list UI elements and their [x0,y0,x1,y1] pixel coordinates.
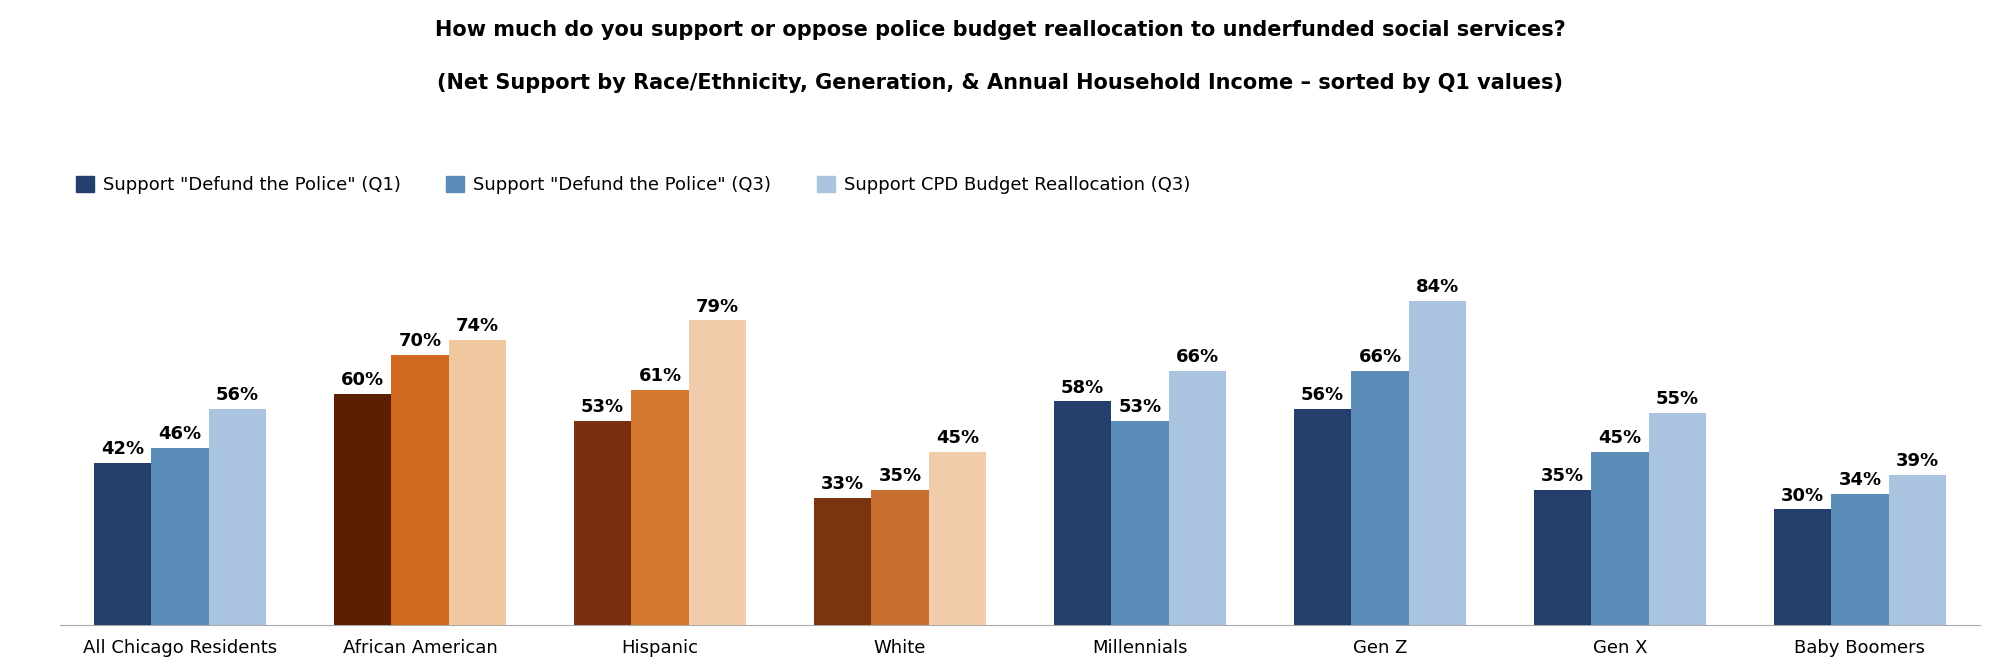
Bar [392,355,448,625]
Bar [1648,413,1706,625]
Text: 58%: 58% [1060,379,1104,397]
Text: 53%: 53% [580,398,624,416]
Text: 66%: 66% [1358,348,1402,366]
Text: (Net Support by Race/Ethnicity, Generation, & Annual Household Income – sorted b: (Net Support by Race/Ethnicity, Generati… [436,73,1564,93]
Bar [872,490,928,625]
Text: 45%: 45% [1598,429,1642,447]
Bar [1534,490,1592,625]
Text: 84%: 84% [1416,279,1460,297]
Bar [1352,370,1408,625]
Bar [208,409,266,625]
Text: 33%: 33% [820,475,864,493]
Bar [1774,509,1832,625]
Text: 35%: 35% [878,467,922,485]
Bar [448,340,506,625]
Text: 70%: 70% [398,332,442,350]
Bar [334,394,392,625]
Text: 66%: 66% [1176,348,1220,366]
Text: 74%: 74% [456,317,500,335]
Bar [1168,370,1226,625]
Bar [814,498,872,625]
Text: 53%: 53% [1118,398,1162,416]
Text: 39%: 39% [1896,452,1940,470]
Bar [94,463,152,625]
Text: 56%: 56% [1300,386,1344,404]
Text: 42%: 42% [100,440,144,458]
Text: 46%: 46% [158,425,202,443]
Bar [574,421,632,625]
Text: 34%: 34% [1838,471,1882,489]
Text: 35%: 35% [1540,467,1584,485]
Text: 61%: 61% [638,367,682,385]
Text: 45%: 45% [936,429,980,447]
Bar [1294,409,1352,625]
Text: 30%: 30% [1780,487,1824,505]
Bar [1054,402,1112,625]
Bar [1112,421,1168,625]
Bar [1832,494,1888,625]
Text: 79%: 79% [696,298,740,316]
Bar [1592,452,1648,625]
Text: How much do you support or oppose police budget reallocation to underfunded soci: How much do you support or oppose police… [434,20,1566,40]
Bar [1888,475,1946,625]
Text: 55%: 55% [1656,390,1700,408]
Text: 60%: 60% [340,371,384,389]
Text: 56%: 56% [216,386,260,404]
Bar [152,448,208,625]
Bar [688,321,746,625]
Bar [632,390,688,625]
Legend: Support "Defund the Police" (Q1), Support "Defund the Police" (Q3), Support CPD : Support "Defund the Police" (Q1), Suppor… [70,169,1198,201]
Bar [928,452,986,625]
Bar [1408,301,1466,625]
